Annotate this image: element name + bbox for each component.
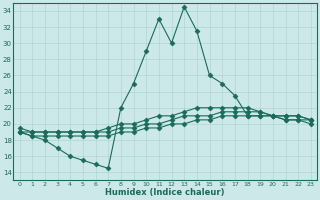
X-axis label: Humidex (Indice chaleur): Humidex (Indice chaleur) <box>106 188 225 197</box>
